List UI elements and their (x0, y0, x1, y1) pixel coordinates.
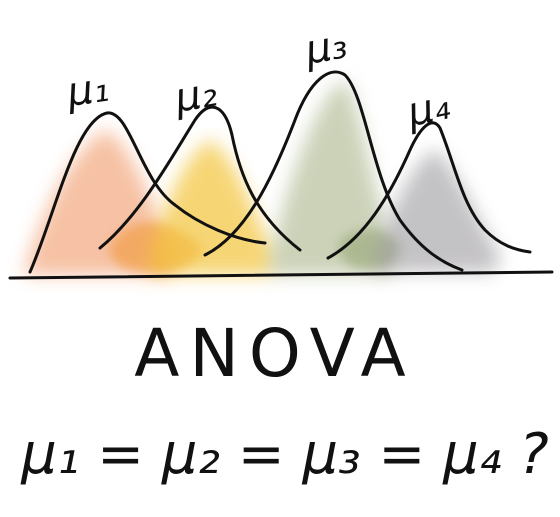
curve-group-1 (28, 111, 267, 274)
curve-group-3 (203, 70, 464, 272)
x-axis-line (8, 270, 554, 280)
bell-curves (8, 70, 554, 280)
curve-group-2 (98, 105, 302, 252)
curve-labels: μ₁ μ₂ μ₃ μ₄ (63, 21, 453, 136)
curve-label-4: μ₄ (403, 82, 454, 136)
curve-label-2: μ₂ (171, 69, 221, 122)
group-4-fill (375, 150, 500, 272)
group-2-fill (150, 140, 275, 275)
curve-group-4 (326, 121, 532, 260)
hypothesis-equation: μ₁ = μ₂ = μ₃ = μ₄ ? (20, 422, 548, 487)
curve-label-3: μ₃ (301, 21, 351, 74)
anova-title: ANOVA (134, 315, 415, 392)
curve-label-1: μ₁ (63, 65, 111, 116)
